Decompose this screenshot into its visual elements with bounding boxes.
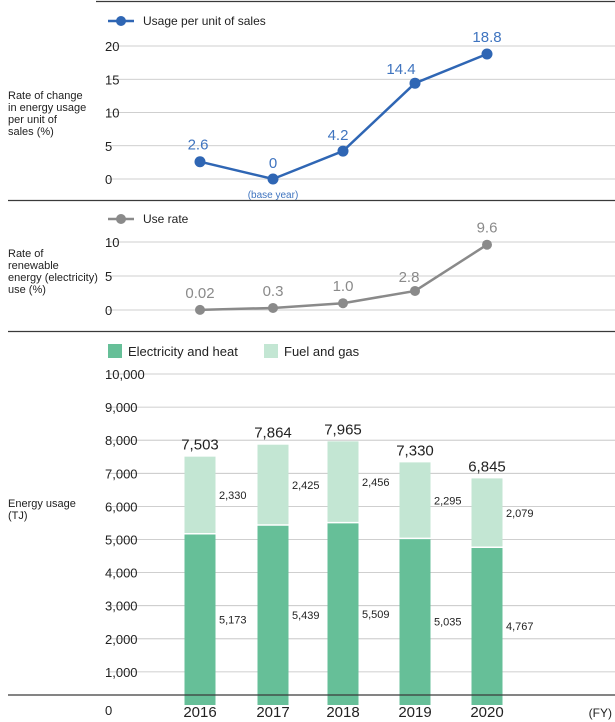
- chart3-y-axis-label: Energy usage (TJ): [8, 498, 76, 522]
- chart2-point: [410, 285, 420, 296]
- chart3-label-fuel: 2,425: [292, 480, 320, 492]
- chart3-bar-fuel: [257, 444, 289, 525]
- chart3-bar-fuel: [327, 441, 359, 523]
- chart2-y-axis-label: Rate of renewable energy (electricity) u…: [8, 248, 98, 296]
- chart3-x-tick-label: 2018: [326, 704, 359, 721]
- chart1-y-tick-label: 5: [105, 139, 112, 154]
- chart3-label-electricity: 5,509: [362, 609, 390, 621]
- chart3-y-tick-label: 6,000: [105, 499, 138, 514]
- chart3-total-label: 7,965: [324, 421, 362, 438]
- chart1-base-year-annotation: (base year): [248, 190, 299, 201]
- chart1-y-tick-label: 15: [105, 72, 119, 87]
- chart3-y-tick-label: 3,000: [105, 599, 138, 614]
- chart1-legend-label: Usage per unit of sales: [143, 14, 266, 28]
- chart3-bar-fuel: [184, 456, 216, 534]
- chart2-data-label: 0.3: [263, 283, 284, 300]
- chart3-bar-electricity: [399, 538, 431, 705]
- chart3-x-tick-label: 2017: [256, 704, 289, 721]
- chart2-point: [268, 302, 278, 313]
- chart2-data-label: 0.02: [185, 285, 214, 302]
- chart3-total-label: 7,330: [396, 442, 434, 459]
- chart3-y-tick-label: 7,000: [105, 466, 138, 481]
- chart3-label-electricity: 5,173: [219, 614, 247, 626]
- chart3-label-electricity: 5,439: [292, 610, 320, 622]
- chart2-y-tick-label: 0: [105, 303, 112, 318]
- chart2-data-label: 9.6: [477, 220, 498, 237]
- chart2-legend-label: Use rate: [143, 212, 189, 226]
- chart3-label-fuel: 2,456: [362, 477, 390, 489]
- chart1-data-label: 2.6: [188, 137, 209, 154]
- chart1-point: [481, 48, 493, 60]
- chart3-legend-swatch-electricity: [108, 344, 122, 358]
- chart3-legend-label-electricity: Electricity and heat: [128, 344, 238, 359]
- chart2-y-tick-label: 5: [105, 269, 112, 284]
- chart3-label-fuel: 2,079: [506, 508, 534, 520]
- chart1-point: [194, 156, 206, 168]
- chart1-data-label: 14.4: [386, 61, 415, 78]
- chart3-legend-label-fuel: Fuel and gas: [284, 344, 360, 359]
- chart3-total-label: 7,503: [181, 437, 219, 454]
- chart3-label-fuel: 2,295: [434, 495, 462, 507]
- chart2-point: [482, 239, 492, 250]
- chart1-point: [267, 173, 279, 185]
- chart3-y-tick-label: 4,000: [105, 566, 138, 581]
- chart2-point: [338, 298, 348, 309]
- chart1-y-tick-label: 20: [105, 39, 119, 54]
- chart2-point: [195, 304, 205, 315]
- chart2-data-label: 1.0: [333, 278, 354, 295]
- chart1-data-label: 18.8: [472, 29, 501, 46]
- chart3-total-label: 7,864: [254, 425, 292, 442]
- chart3-label-fuel: 2,330: [219, 490, 247, 502]
- chart2-y-tick-label: 10: [105, 235, 119, 250]
- chart3-y-tick-label: 10,000: [105, 367, 145, 382]
- chart3-total-label: 6,845: [468, 458, 506, 475]
- chart2-legend-marker: [116, 214, 126, 224]
- chart3-legend-swatch-fuel: [264, 344, 278, 358]
- chart3-label-electricity: 5,035: [434, 617, 462, 629]
- chart1-point: [409, 77, 421, 89]
- chart1-data-label: 4.2: [328, 127, 349, 144]
- chart3-y-tick-label: 5,000: [105, 533, 138, 548]
- chart1-y-tick-label: 0: [105, 172, 112, 187]
- chart1-y-axis-label: Rate of change in energy usage per unit …: [8, 90, 87, 138]
- chart3-y-tick-label: 9,000: [105, 400, 138, 415]
- chart3-y-tick-label: 8,000: [105, 433, 138, 448]
- chart2-data-label: 2.8: [399, 269, 420, 286]
- chart3-bar-electricity: [471, 547, 503, 705]
- chart3-bar-electricity: [327, 522, 359, 705]
- chart3-x-tick-label: 2020: [470, 704, 503, 721]
- chart3-bar-fuel: [471, 478, 503, 548]
- chart3-bar-fuel: [399, 462, 431, 539]
- chart3-y-tick-label: 2,000: [105, 632, 138, 647]
- chart3-bar-electricity: [257, 524, 289, 705]
- chart3-y-tick-label: 1,000: [105, 665, 138, 680]
- chart3-bar-electricity: [184, 533, 216, 705]
- chart1-data-label: 0: [269, 155, 277, 172]
- chart1-point: [337, 145, 349, 157]
- chart3-x-unit-label: (FY): [589, 706, 612, 720]
- chart3-x-tick-label: 2016: [183, 704, 216, 721]
- chart1-y-tick-label: 10: [105, 106, 119, 121]
- chart1-legend-marker: [116, 16, 126, 26]
- chart3-x-tick-label: 2019: [398, 704, 431, 721]
- chart3-label-electricity: 4,767: [506, 621, 534, 633]
- chart3-y-tick-label: 0: [105, 703, 112, 718]
- chart1-series-line: [199, 52, 488, 181]
